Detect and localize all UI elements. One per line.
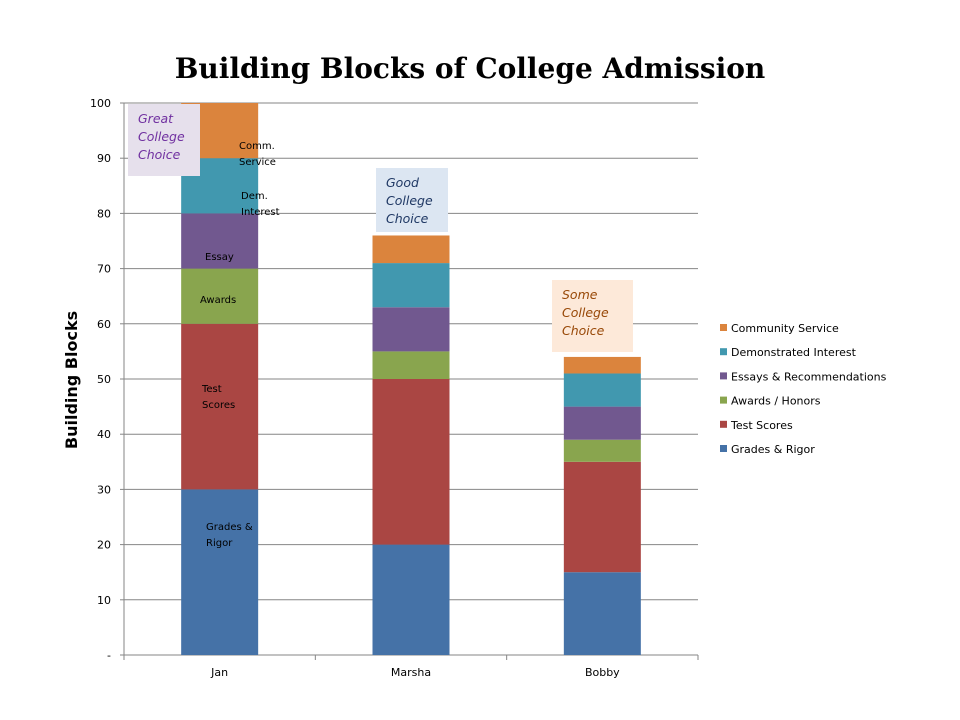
segment-label: Service bbox=[239, 157, 276, 168]
legend-label: Essays & Recommendations bbox=[731, 370, 887, 383]
bar-segment-1-0 bbox=[372, 544, 450, 655]
legend-swatch bbox=[720, 324, 727, 331]
bar-segment-1-3 bbox=[372, 307, 450, 352]
y-tick-label: 70 bbox=[97, 263, 111, 276]
y-tick-label: 20 bbox=[97, 539, 111, 552]
y-tick-label: 40 bbox=[97, 428, 111, 441]
legend-swatch bbox=[720, 348, 727, 356]
annotation-good: Good College Choice bbox=[376, 168, 448, 232]
legend-swatch bbox=[720, 372, 727, 380]
y-tick-label: 100 bbox=[90, 97, 111, 110]
annotation-line: Some bbox=[562, 287, 598, 302]
annotation-line: College bbox=[386, 193, 433, 208]
bar-segment-1-1 bbox=[372, 379, 450, 545]
segment-label: Dem. bbox=[241, 191, 268, 202]
annotation-line: College bbox=[562, 305, 609, 320]
bar-segment-2-2 bbox=[563, 439, 641, 462]
bar-segment-2-5 bbox=[563, 356, 641, 374]
legend-label: Grades & Rigor bbox=[731, 443, 815, 456]
y-axis-label: Building Blocks bbox=[62, 311, 81, 449]
y-tick-label: 60 bbox=[97, 318, 111, 331]
bar-segment-0-1 bbox=[181, 323, 259, 490]
legend-swatch bbox=[720, 420, 727, 428]
legend-label: Awards / Honors bbox=[731, 395, 821, 408]
annotation-line: Choice bbox=[386, 211, 429, 226]
annotation-line: Choice bbox=[138, 147, 181, 162]
segment-label: Essay bbox=[205, 252, 234, 263]
legend-swatch bbox=[720, 445, 727, 452]
segment-label: Rigor bbox=[206, 538, 233, 549]
legend-label: Test Scores bbox=[730, 419, 793, 432]
annotation-some: Some College Choice bbox=[552, 280, 633, 352]
bar-segment-0-3 bbox=[181, 213, 259, 269]
segment-label: Grades & bbox=[206, 522, 253, 533]
y-tick-label: 80 bbox=[97, 207, 111, 220]
segment-label: Interest bbox=[241, 207, 280, 218]
bar-segment-2-4 bbox=[563, 373, 641, 407]
annotation-line: College bbox=[138, 129, 185, 144]
bar-segment-0-2 bbox=[181, 268, 259, 324]
segment-label: Comm. bbox=[239, 141, 275, 152]
bar-segment-2-0 bbox=[563, 572, 641, 655]
bar-segment-1-2 bbox=[372, 351, 450, 379]
segment-label: Awards bbox=[200, 295, 236, 306]
segment-label: Scores bbox=[202, 400, 235, 411]
legend-label: Demonstrated Interest bbox=[731, 346, 857, 359]
annotation-great: Great College Choice bbox=[128, 104, 200, 176]
y-tick-label: 30 bbox=[97, 483, 111, 496]
segment-label: Test bbox=[201, 384, 222, 395]
x-tick-label: Marsha bbox=[391, 666, 431, 679]
legend-swatch bbox=[720, 396, 727, 404]
y-tick-label: 50 bbox=[97, 373, 111, 386]
y-tick-label: - bbox=[107, 649, 111, 662]
y-tick-label: 90 bbox=[97, 152, 111, 165]
bar-segment-1-5 bbox=[372, 235, 450, 264]
bar-segment-0-0 bbox=[181, 489, 259, 655]
bar-segment-2-1 bbox=[563, 461, 641, 573]
annotation-line: Great bbox=[138, 111, 174, 126]
chart-title: Building Blocks of College Admission bbox=[174, 52, 766, 85]
y-tick-label: 10 bbox=[97, 594, 111, 607]
annotation-line: Choice bbox=[562, 323, 605, 338]
annotation-line: Good bbox=[386, 175, 419, 190]
x-tick-label: Bobby bbox=[585, 666, 620, 679]
legend-label: Community Service bbox=[731, 322, 839, 335]
bar-segment-2-3 bbox=[563, 406, 641, 440]
x-tick-label: Jan bbox=[210, 666, 228, 679]
bar-segment-1-4 bbox=[372, 263, 450, 308]
